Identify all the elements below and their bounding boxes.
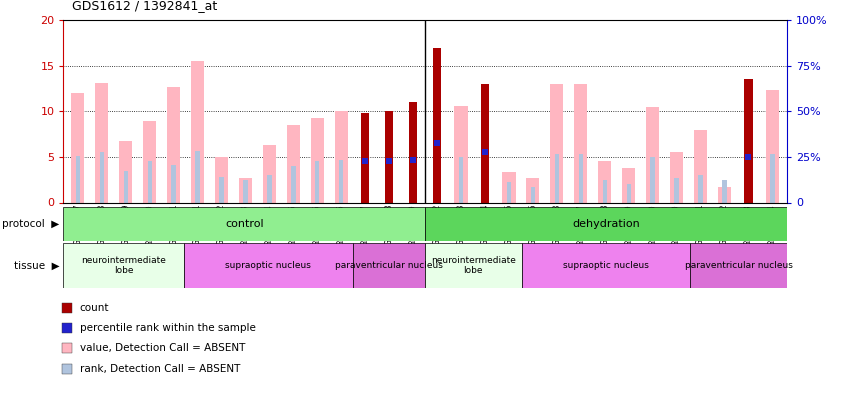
- Bar: [287, 125, 300, 202]
- Bar: [481, 84, 489, 202]
- Bar: [63, 207, 425, 241]
- Bar: [435, 143, 439, 202]
- Bar: [385, 111, 393, 202]
- Bar: [335, 111, 348, 202]
- Bar: [172, 165, 176, 202]
- Text: rank, Detection Call = ABSENT: rank, Detection Call = ABSENT: [80, 364, 240, 373]
- Bar: [459, 157, 464, 202]
- Bar: [454, 106, 468, 202]
- Bar: [387, 162, 392, 202]
- Bar: [184, 243, 353, 288]
- Bar: [143, 122, 157, 202]
- Text: percentile rank within the sample: percentile rank within the sample: [80, 323, 255, 333]
- Bar: [766, 90, 779, 202]
- Bar: [310, 118, 324, 202]
- Bar: [425, 243, 521, 288]
- Text: GDS1612 / 1392841_at: GDS1612 / 1392841_at: [72, 0, 217, 12]
- Bar: [363, 161, 367, 202]
- Bar: [530, 187, 535, 202]
- Text: value, Detection Call = ABSENT: value, Detection Call = ABSENT: [80, 343, 245, 353]
- Text: control: control: [225, 219, 264, 229]
- Bar: [167, 87, 180, 202]
- Bar: [291, 166, 295, 202]
- Bar: [267, 175, 272, 202]
- Bar: [579, 154, 583, 202]
- Bar: [409, 102, 417, 202]
- Bar: [244, 180, 248, 202]
- Bar: [361, 113, 370, 202]
- Bar: [503, 173, 515, 202]
- Bar: [353, 243, 425, 288]
- Bar: [674, 178, 678, 202]
- Text: neurointermediate
lobe: neurointermediate lobe: [431, 256, 516, 275]
- Bar: [71, 93, 85, 202]
- Bar: [215, 157, 228, 202]
- Bar: [574, 84, 587, 202]
- Text: paraventricular nucleus: paraventricular nucleus: [335, 261, 443, 270]
- Bar: [699, 175, 703, 202]
- Bar: [550, 84, 563, 202]
- Bar: [622, 168, 635, 202]
- Bar: [690, 243, 787, 288]
- Text: paraventricular nucleus: paraventricular nucleus: [684, 261, 793, 270]
- Bar: [263, 145, 276, 202]
- Bar: [339, 160, 343, 202]
- Bar: [239, 178, 252, 202]
- Bar: [483, 152, 487, 202]
- Bar: [96, 83, 108, 202]
- Bar: [526, 178, 540, 202]
- Bar: [195, 151, 200, 202]
- Bar: [627, 184, 631, 202]
- Bar: [646, 107, 659, 202]
- Text: protocol  ▶: protocol ▶: [2, 219, 59, 229]
- Bar: [598, 162, 612, 202]
- Bar: [555, 154, 559, 202]
- Text: supraoptic nucleus: supraoptic nucleus: [225, 261, 311, 270]
- Text: tissue  ▶: tissue ▶: [14, 260, 59, 270]
- Text: neurointermediate
lobe: neurointermediate lobe: [81, 256, 166, 275]
- Bar: [147, 161, 151, 202]
- Bar: [694, 130, 707, 202]
- Bar: [770, 154, 775, 202]
- Bar: [411, 160, 415, 202]
- Bar: [124, 171, 128, 202]
- Bar: [521, 243, 690, 288]
- Bar: [100, 152, 104, 202]
- Bar: [718, 187, 731, 202]
- Bar: [119, 141, 132, 202]
- Bar: [602, 180, 607, 202]
- Bar: [670, 152, 684, 202]
- Bar: [507, 182, 511, 202]
- Bar: [75, 156, 80, 202]
- Bar: [746, 157, 750, 202]
- Bar: [722, 180, 727, 202]
- Bar: [219, 177, 223, 202]
- Bar: [63, 243, 184, 288]
- Bar: [316, 162, 320, 202]
- Text: count: count: [80, 303, 109, 313]
- Text: supraoptic nucleus: supraoptic nucleus: [563, 261, 649, 270]
- Bar: [433, 47, 442, 202]
- Bar: [425, 207, 787, 241]
- Bar: [191, 61, 204, 202]
- Bar: [651, 157, 655, 202]
- Text: dehydration: dehydration: [572, 219, 640, 229]
- Bar: [744, 79, 753, 202]
